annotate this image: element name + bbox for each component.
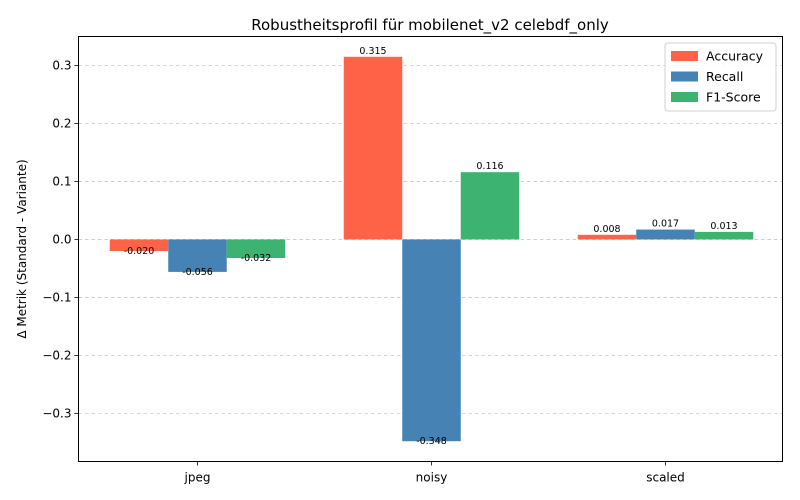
- bar-accuracy: [343, 56, 403, 240]
- data-label: 0.116: [476, 161, 503, 172]
- legend-label: Accuracy: [706, 49, 764, 64]
- data-label: 0.017: [652, 219, 679, 230]
- axis-ticks: −0.3 −0.2 −0.1 0.0 0.1 0.2 0.3 jpeg noisy scaled: [42, 58, 684, 484]
- legend: Accuracy Recall F1-Score: [664, 42, 777, 112]
- legend-label: Recall: [706, 69, 743, 84]
- y-tick-label: −0.3: [42, 406, 71, 420]
- bars: [109, 56, 754, 442]
- bar-recall: [168, 239, 227, 272]
- legend-swatch: [671, 92, 698, 102]
- data-label: -0.348: [416, 436, 447, 447]
- y-axis-label: Δ Metrik (Standard - Variante): [15, 159, 29, 338]
- data-labels: -0.020 0.315 0.008 -0.056 -0.348 0.017 -0.032 0…: [124, 46, 738, 447]
- data-label: -0.032: [241, 253, 272, 264]
- y-tick-label: 0.0: [52, 232, 71, 246]
- legend-label: F1-Score: [706, 90, 761, 105]
- bar-f1-score: [694, 231, 754, 240]
- data-label: 0.315: [359, 46, 386, 57]
- y-tick-label: 0.3: [52, 58, 71, 72]
- bar-recall: [636, 229, 695, 240]
- chart-title: Robustheitsprofil für mobilenet_v2 celeb…: [251, 16, 609, 35]
- legend-swatch: [671, 71, 698, 82]
- data-label: 0.008: [593, 224, 620, 235]
- y-tick-label: −0.1: [42, 290, 71, 304]
- x-tick-label: scaled: [646, 471, 685, 485]
- x-tick-label: noisy: [416, 471, 448, 485]
- bar-accuracy: [109, 239, 169, 252]
- bar-f1-score: [460, 172, 520, 240]
- bar-f1-score: [226, 239, 286, 258]
- plot-frame: [78, 36, 783, 462]
- bar-accuracy: [577, 234, 637, 240]
- y-tick-label: 0.2: [52, 116, 71, 130]
- data-label: -0.056: [182, 267, 213, 278]
- data-label: 0.013: [710, 221, 737, 232]
- data-label: -0.020: [124, 246, 155, 257]
- x-tick-label: jpeg: [184, 471, 211, 485]
- y-tick-label: −0.2: [42, 348, 71, 362]
- bar-recall: [402, 239, 461, 442]
- y-tick-label: 0.1: [52, 174, 71, 188]
- legend-swatch: [671, 51, 698, 61]
